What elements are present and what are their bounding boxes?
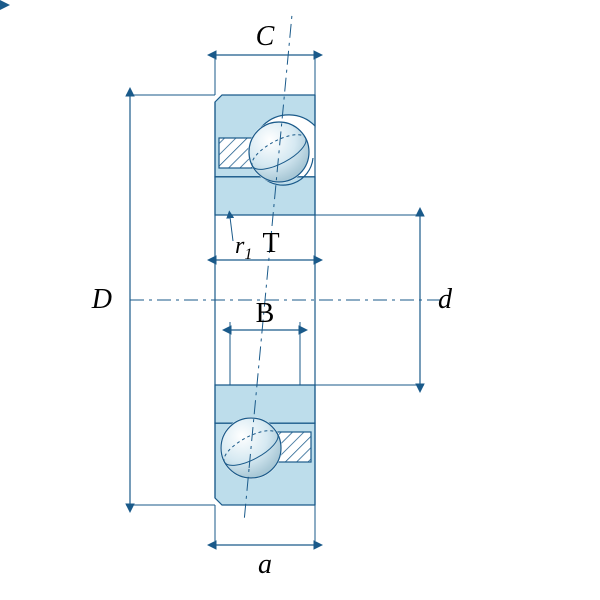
dim-B-label: B — [256, 298, 275, 329]
inner-race-bottom — [215, 385, 315, 423]
inner-race-top — [215, 177, 315, 215]
dim-d-label: d — [438, 284, 453, 315]
dim-D-label: D — [91, 284, 112, 315]
dim-a-label: a — [258, 549, 272, 580]
dim-C-label: C — [256, 21, 275, 52]
dim-T-label: T — [262, 228, 279, 259]
bearing-diagram: Dd Ca T Br1 — [0, 0, 600, 600]
dim-r1-label: r1 — [235, 233, 252, 263]
